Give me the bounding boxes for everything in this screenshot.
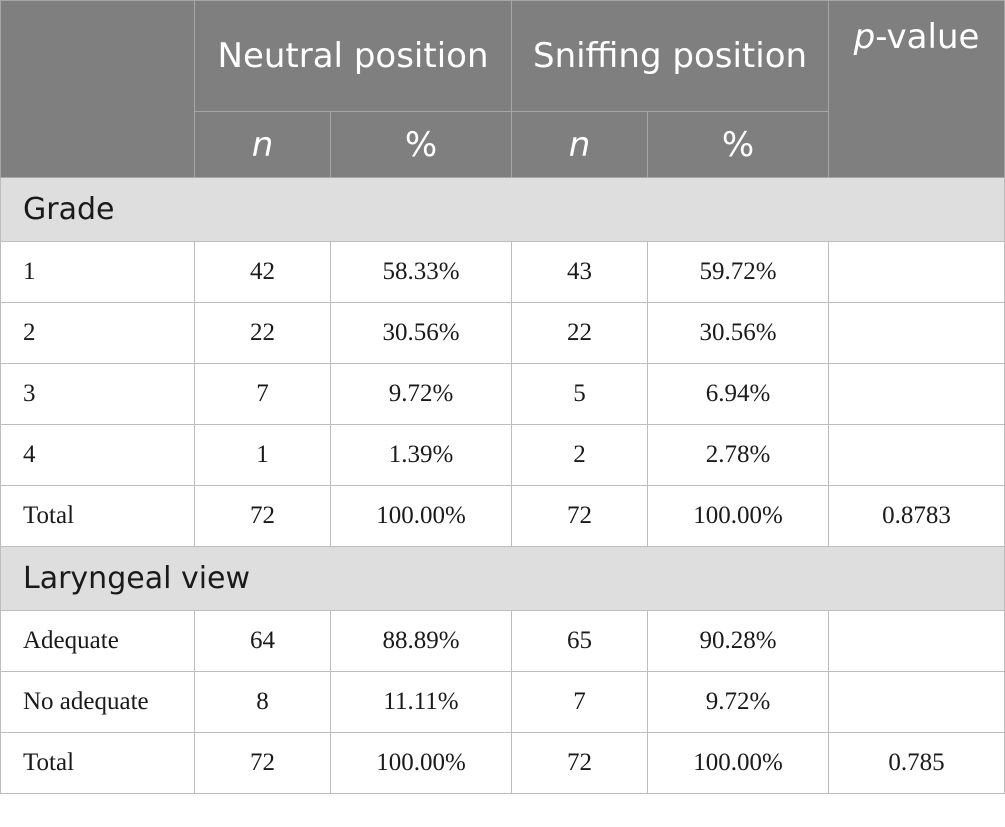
row-label-cell: Total	[0, 485, 195, 547]
row-label-cell: 1	[0, 241, 195, 303]
sniffing-percent-cell: 2.78%	[647, 424, 830, 486]
p-value-cell	[828, 363, 1005, 425]
sniffing-n-cell: 2	[511, 424, 649, 486]
row-label-cell: 2	[0, 302, 195, 364]
subheader-neutral-percent: %	[329, 111, 513, 178]
section-header-row: Laryngeal view	[0, 546, 1005, 611]
table-row: 1 42 58.33% 43 59.72%	[0, 241, 1005, 303]
p-value-cell: 0.8783	[828, 485, 1005, 547]
sniffing-percent-cell: 6.94%	[647, 363, 830, 425]
header-neutral-position: Neutral position	[193, 0, 513, 112]
sniffing-n-cell: 65	[511, 610, 649, 672]
table-row: Adequate 64 88.89% 65 90.28%	[0, 610, 1005, 672]
neutral-n-cell: 64	[194, 610, 331, 672]
subheader-sniffing-percent: %	[647, 111, 830, 178]
row-label-cell: 4	[0, 424, 195, 486]
section-header-row: Grade	[0, 177, 1005, 242]
table-row: 2 22 30.56% 22 30.56%	[0, 302, 1005, 364]
table-header: Neutral position Sniffing position p-val…	[0, 0, 1005, 178]
header-p-value: p-value	[828, 0, 1005, 178]
table-row: No adequate 8 11.11% 7 9.72%	[0, 671, 1005, 733]
neutral-n-cell: 72	[194, 485, 331, 547]
row-label-cell: 3	[0, 363, 195, 425]
table-body: Grade 1 42 58.33% 43 59.72% 2 22 30.56% 22 30.56% 3…	[0, 177, 1005, 794]
table-row: Total 72 100.00% 72 100.00% 0.8783	[0, 485, 1005, 547]
sniffing-percent-cell: 100.00%	[647, 732, 830, 794]
row-label-cell: Adequate	[0, 610, 195, 672]
neutral-n-cell: 72	[194, 732, 331, 794]
subheader-neutral-n: n	[194, 111, 331, 178]
sniffing-n-cell: 72	[511, 732, 649, 794]
subheader-sniffing-n: n	[511, 111, 649, 178]
sniffing-n-cell: 5	[511, 363, 649, 425]
sniffing-percent-cell: 100.00%	[647, 485, 830, 547]
neutral-n-cell: 42	[194, 241, 331, 303]
sniffing-percent-cell: 9.72%	[647, 671, 830, 733]
p-value-cell	[828, 610, 1005, 672]
neutral-percent-cell: 100.00%	[329, 485, 513, 547]
neutral-percent-cell: 11.11%	[329, 671, 513, 733]
neutral-percent-cell: 1.39%	[329, 424, 513, 486]
sniffing-percent-cell: 59.72%	[647, 241, 830, 303]
table-row: 3 7 9.72% 5 6.94%	[0, 363, 1005, 425]
row-label-cell: Total	[0, 732, 195, 794]
p-value-cell	[828, 671, 1005, 733]
p-value-suffix: -value	[875, 17, 980, 57]
header-sniffing-position: Sniffing position	[511, 0, 830, 112]
sniffing-percent-cell: 90.28%	[647, 610, 830, 672]
neutral-percent-cell: 30.56%	[329, 302, 513, 364]
neutral-n-cell: 8	[194, 671, 331, 733]
table-row: Total 72 100.00% 72 100.00% 0.785	[0, 732, 1005, 794]
sniffing-percent-cell: 30.56%	[647, 302, 830, 364]
neutral-n-cell: 1	[194, 424, 331, 486]
results-table: Neutral position Sniffing position p-val…	[0, 0, 1005, 794]
p-value-cell	[828, 241, 1005, 303]
sniffing-n-cell: 7	[511, 671, 649, 733]
sniffing-n-cell: 22	[511, 302, 649, 364]
neutral-percent-cell: 88.89%	[329, 610, 513, 672]
header-corner-cell	[0, 0, 195, 178]
sniffing-n-cell: 72	[511, 485, 649, 547]
neutral-percent-cell: 100.00%	[329, 732, 513, 794]
p-value-italic-p: p	[853, 17, 876, 57]
neutral-n-cell: 7	[194, 363, 331, 425]
p-value-cell	[828, 302, 1005, 364]
row-label-cell: No adequate	[0, 671, 195, 733]
section-title: Grade	[0, 177, 1005, 242]
p-value-cell: 0.785	[828, 732, 1005, 794]
p-value-cell	[828, 424, 1005, 486]
neutral-percent-cell: 9.72%	[329, 363, 513, 425]
table-row: 4 1 1.39% 2 2.78%	[0, 424, 1005, 486]
neutral-n-cell: 22	[194, 302, 331, 364]
neutral-percent-cell: 58.33%	[329, 241, 513, 303]
sniffing-n-cell: 43	[511, 241, 649, 303]
section-title: Laryngeal view	[0, 546, 1005, 611]
